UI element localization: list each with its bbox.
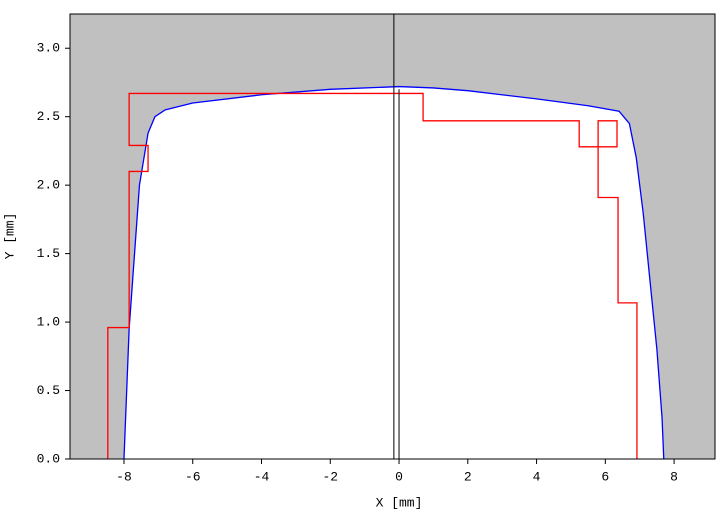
y-tick-label: 1.5 [37,246,60,261]
x-tick-label: 8 [670,469,678,484]
line [123,85,665,460]
x-tick-label: 4 [533,469,541,484]
plot-frame [69,13,716,460]
y-tick-label: 1.0 [37,315,60,330]
x-tick-label: 2 [464,469,472,484]
x-tick-label: -6 [185,469,201,484]
y-tick-label: 2.5 [37,109,60,124]
y-tick-label: 0.0 [37,451,60,466]
line [107,92,638,459]
y-axis-label: Y [mm] [2,213,17,260]
x-tick-label: -4 [254,469,270,484]
x-tick-label: -2 [322,469,338,484]
x-tick-label: -8 [116,469,132,484]
x-tick-label: 0 [395,469,403,484]
x-axis-label: X [mm] [376,495,423,510]
y-tick-label: 0.5 [37,383,60,398]
y-tick-label: 3.0 [37,41,60,56]
x-tick-label: 6 [601,469,609,484]
y-tick-label: 2.0 [37,178,60,193]
